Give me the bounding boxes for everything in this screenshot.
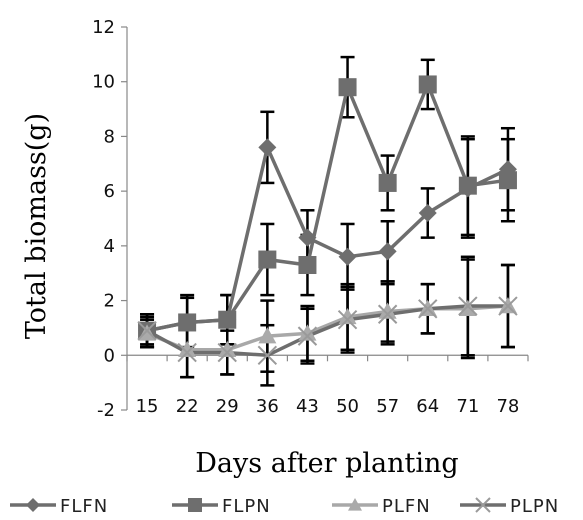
series-line-flpn — [146, 82, 509, 333]
point-flpn — [418, 75, 437, 94]
point-flpn — [378, 173, 397, 192]
legend-marker-flfn — [26, 498, 40, 512]
point-plpn — [137, 320, 157, 341]
y-tick-label: 12 — [92, 17, 115, 38]
point-plpn — [377, 304, 398, 324]
point-plpn — [498, 296, 518, 316]
y-tick-label: -2 — [97, 400, 115, 421]
x-tick-label: 50 — [336, 396, 359, 417]
y-tick-label: 4 — [104, 236, 115, 257]
point-flpn — [258, 250, 277, 269]
x-tick-label: 71 — [456, 396, 479, 417]
point-flfn — [418, 204, 437, 223]
point-plpn — [458, 296, 478, 316]
legend-label-plpn: PLPN — [510, 496, 559, 517]
point-plpn — [418, 299, 438, 319]
y-axis-title: Total biomass(g) — [21, 113, 52, 339]
point-plpn — [257, 345, 278, 365]
x-tick-label: 57 — [376, 396, 399, 417]
point-flpn — [218, 310, 237, 329]
x-tick-label: 78 — [496, 396, 519, 417]
x-tick-label: 64 — [416, 396, 439, 417]
point-flfn — [378, 242, 397, 261]
x-tick-label: 22 — [176, 396, 199, 417]
point-plfn — [218, 340, 237, 358]
legend: FLFN FLPN PLFN PLPN — [10, 496, 559, 517]
point-flpn — [178, 313, 197, 332]
error-bars — [140, 55, 515, 387]
point-flpn — [458, 176, 477, 195]
legend-label-flpn: FLPN — [222, 496, 271, 517]
y-axis-ticks: -2 0 2 4 6 8 10 12 — [92, 17, 127, 421]
y-tick-label: 6 — [104, 181, 115, 202]
series-line-plpn — [146, 304, 508, 358]
point-plpn — [337, 310, 358, 330]
series-markers — [137, 75, 518, 365]
y-tick-label: 8 — [104, 126, 115, 147]
point-flpn — [298, 256, 317, 275]
point-plfn — [378, 302, 397, 319]
legend-marker-plpn — [475, 497, 491, 513]
point-flfn — [338, 247, 357, 266]
x-tick-label: 15 — [136, 396, 159, 417]
point-plpn — [217, 342, 237, 363]
point-plpn — [177, 342, 197, 363]
point-flpn — [498, 171, 517, 190]
x-tick-label: 29 — [216, 396, 239, 417]
legend-marker-plfn — [348, 498, 362, 511]
x-axis-ticks: 15 22 29 36 43 50 57 64 71 78 — [126, 355, 529, 417]
point-flfn — [258, 138, 277, 157]
legend-marker-flpn — [188, 498, 202, 512]
y-tick-label: 2 — [104, 291, 115, 312]
x-tick-label: 43 — [296, 396, 319, 417]
point-plfn — [258, 327, 277, 344]
point-plfn — [178, 340, 197, 358]
series-lines — [146, 82, 509, 358]
point-flpn — [338, 78, 357, 97]
x-axis-title: Days after planting — [195, 448, 458, 479]
legend-label-plfn: PLFN — [382, 496, 431, 517]
y-tick-label: 0 — [104, 345, 115, 366]
point-plfn — [298, 324, 317, 341]
legend-label-flfn: FLFN — [60, 496, 108, 517]
point-plpn — [297, 326, 318, 346]
point-flfn — [298, 228, 317, 247]
y-tick-label: 10 — [92, 72, 115, 93]
x-tick-label: 36 — [256, 396, 279, 417]
point-plfn — [338, 307, 357, 325]
